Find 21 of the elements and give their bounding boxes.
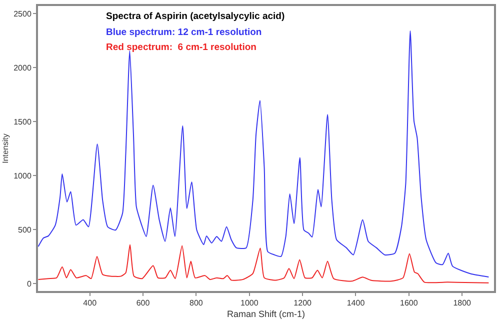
- x-tick-label: 1000: [240, 298, 259, 308]
- y-tick-label: 1500: [14, 117, 32, 126]
- text: Spectra of Aspirin (acetylsalycylic acid): [106, 11, 285, 22]
- y-tick-label: 0: [26, 279, 32, 288]
- y-tick-label: 2000: [14, 63, 32, 72]
- y-tick-label: 500: [18, 225, 32, 234]
- x-tick-label: 1400: [346, 298, 366, 308]
- x-tick-label: 600: [136, 298, 150, 308]
- x-tick-label: 1800: [453, 298, 472, 308]
- y-axis-title: Intensity: [0, 134, 10, 164]
- x-tick-label: 1200: [294, 298, 312, 308]
- x-tick-label: 400: [83, 298, 98, 308]
- annotation: Red spectrum: 6 cm-1 resolution: [106, 42, 257, 53]
- y-tick-label: 1000: [14, 171, 32, 180]
- line-series: [38, 244, 490, 284]
- line-series: [38, 30, 490, 278]
- y-tick-label: 2500: [14, 9, 32, 18]
- x-tick-label: 1600: [400, 298, 418, 308]
- annotation: Blue spectrum: 12 cm-1 resolution: [106, 27, 262, 38]
- x-axis-title: Raman Shift (cm-1): [226, 308, 306, 319]
- x-tick-label: 800: [190, 298, 204, 308]
